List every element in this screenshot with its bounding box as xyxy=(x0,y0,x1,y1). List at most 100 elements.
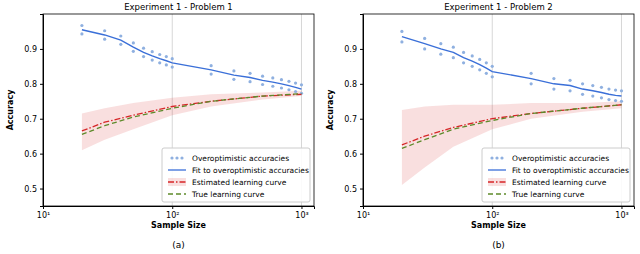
y-tick-mark xyxy=(40,189,43,190)
legend-symbol xyxy=(180,156,183,159)
plot-area xyxy=(80,24,303,150)
point xyxy=(232,69,235,72)
point xyxy=(132,50,135,53)
legend-item: Fit to overoptimistic accuracies xyxy=(488,166,629,175)
legend-item: Overoptimistic accuracies xyxy=(170,154,289,163)
y-tick-mark xyxy=(40,84,43,85)
point xyxy=(462,61,465,64)
point xyxy=(210,72,213,75)
title: Experiment 1 - Problem 1 xyxy=(124,2,233,12)
y-tick: 0.6 xyxy=(344,150,363,159)
legend: Overoptimistic accuracies Fit to overopti… xyxy=(482,148,630,202)
line xyxy=(82,30,302,89)
point xyxy=(400,30,403,33)
legend-item: Fit to overoptimistic accuracies xyxy=(168,166,309,175)
line xyxy=(402,37,622,96)
legend-label: Fit to overoptimistic accuracies xyxy=(512,166,629,175)
x-tick-label: 10² xyxy=(486,211,499,220)
point xyxy=(600,86,603,89)
legend-box xyxy=(162,148,310,202)
point xyxy=(280,86,283,89)
legend-symbol xyxy=(175,156,178,159)
point xyxy=(165,63,168,66)
y-tick: 0.5 xyxy=(344,185,363,194)
y-tick-label: 0.5 xyxy=(344,185,357,194)
point xyxy=(80,32,83,35)
point xyxy=(600,96,603,99)
legend-label: Overoptimistic accuracies xyxy=(512,154,609,163)
point xyxy=(485,61,488,64)
point xyxy=(471,65,474,68)
point xyxy=(552,87,555,90)
point xyxy=(614,99,617,102)
point xyxy=(491,75,494,78)
line xyxy=(82,94,302,131)
x-tick-label: 10¹ xyxy=(37,211,50,220)
legend-label: True learning curve xyxy=(191,190,265,199)
x-tick-label: 10² xyxy=(166,211,179,220)
point xyxy=(607,98,610,101)
legend-label: True learning curve xyxy=(511,190,585,199)
y-tick-mark xyxy=(360,49,363,50)
point xyxy=(280,78,283,81)
y-tick-mark xyxy=(360,84,363,85)
point xyxy=(142,47,145,50)
point xyxy=(491,65,494,68)
panel: 10¹10²10³0.50.60.70.80.9Experiment 1 - P… xyxy=(6,2,315,250)
point xyxy=(581,93,584,96)
y-tick-label: 0.7 xyxy=(344,115,357,124)
y-tick-mark xyxy=(40,49,43,50)
y-axis-line xyxy=(40,15,44,207)
x-tick-label: 10³ xyxy=(615,211,628,220)
x-tick: 10³ xyxy=(615,206,628,220)
point xyxy=(132,41,135,44)
point xyxy=(171,65,174,68)
point xyxy=(119,43,122,46)
point xyxy=(423,37,426,40)
y-tick-mark xyxy=(360,189,363,190)
point xyxy=(591,94,594,97)
point xyxy=(439,42,442,45)
point xyxy=(158,61,161,64)
confidence-band xyxy=(82,91,302,150)
point xyxy=(568,79,571,82)
legend-symbol xyxy=(490,156,493,159)
point xyxy=(581,82,584,85)
x-axis-title: Sample Size xyxy=(151,221,206,230)
legend-box xyxy=(482,148,630,202)
point xyxy=(478,58,481,61)
line xyxy=(402,105,622,145)
y-tick-label: 0.8 xyxy=(344,80,357,89)
y-axis-title: Accuracy xyxy=(326,89,335,130)
point xyxy=(462,51,465,54)
x-tick: 10¹ xyxy=(357,206,370,220)
x-tick-label: 10¹ xyxy=(357,211,370,220)
y-tick: 0.5 xyxy=(24,185,43,194)
point xyxy=(485,72,488,75)
point xyxy=(271,76,274,79)
legend-symbol xyxy=(495,156,498,159)
caption: (a) xyxy=(172,240,185,250)
x-tick: 10² xyxy=(486,206,499,220)
x-tick-mark xyxy=(492,206,493,209)
y-tick-label: 0.9 xyxy=(344,45,357,54)
y-tick: 0.7 xyxy=(344,115,363,124)
point xyxy=(294,82,297,85)
legend-symbol xyxy=(488,169,506,170)
x-axis: 10¹10²10³ xyxy=(37,206,315,220)
y-axis: 0.5 0.6 0.7 0.8 0.9 xyxy=(344,15,363,207)
legend-label: Estimated learning curve xyxy=(512,178,607,187)
point xyxy=(158,53,161,56)
y-tick-mark xyxy=(360,154,363,155)
point xyxy=(232,78,235,81)
legend-symbol xyxy=(168,181,186,182)
point xyxy=(210,64,213,67)
point xyxy=(294,90,297,93)
point xyxy=(452,56,455,59)
point xyxy=(171,57,174,60)
x-axis: 10¹ 10² 10³ xyxy=(357,206,635,220)
y-tick-label: 0.5 xyxy=(24,185,37,194)
point xyxy=(271,85,274,88)
legend-label: Overoptimistic accuracies xyxy=(192,154,289,163)
line xyxy=(82,94,302,135)
